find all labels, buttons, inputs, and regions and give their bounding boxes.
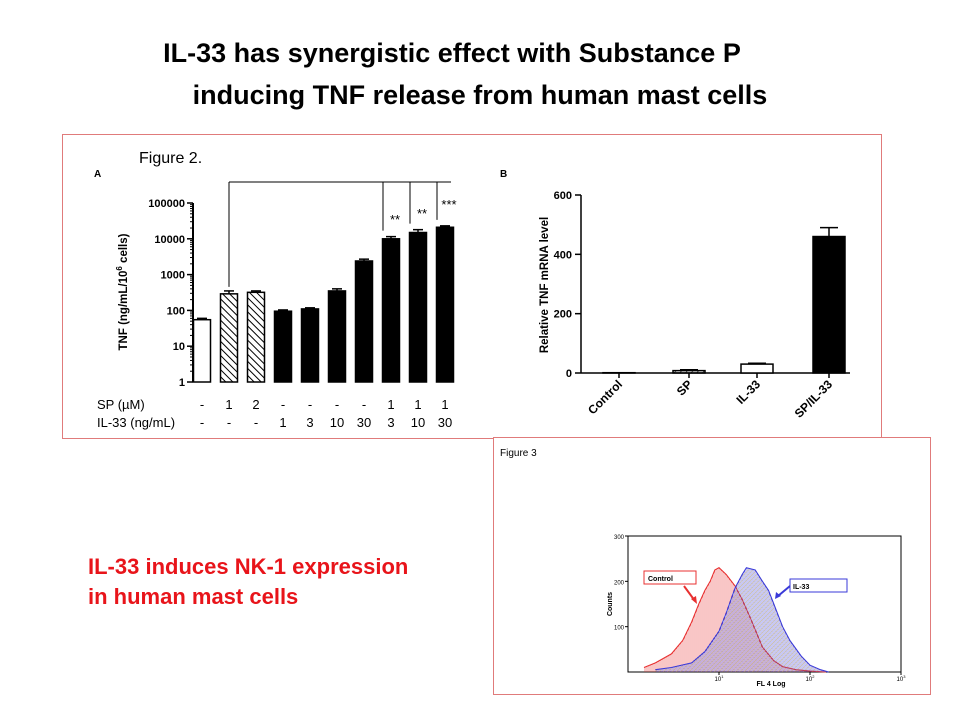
figure-3-panel: Figure 3 100 200 300 101 102 103 FL 4 Log Counts… [493,437,931,695]
panel-a-il33-value: 3 [306,415,313,430]
slide-title-line-1: IL-33 has synergistic effect with Substa… [163,38,741,68]
panel-a-il33-value: 30 [438,415,452,430]
panel-a-il33-value: 1 [279,415,286,430]
panel-a-bar [273,310,293,383]
panel-b-category-label: Control [585,377,625,417]
panel-a-bar [381,238,401,383]
panel-a-il33-value: 10 [411,415,425,430]
figure-2-label: Figure 2. [139,150,202,167]
legend-box-control [643,570,697,585]
panel-a-bar [246,291,266,383]
panel-a-y-tick-label: 100 [167,305,185,317]
panel-a-y-tick-label: 1000 [161,270,185,282]
panel-a-sp-value: - [200,397,204,412]
caption: IL-33 induces NK-1 expression in human m… [88,552,408,612]
panel-a-sp-value: 1 [225,397,232,412]
figure-3-x-tick-exp: 3 [903,674,906,679]
panel-a-bar [435,226,455,383]
panel-a-sp-value: 1 [414,397,421,412]
panel-a-y-tick-label: 10 [173,341,185,353]
legend-arrowhead-il33 [775,592,781,599]
panel-a-bar [408,231,428,383]
panel-b-y-tick-label: 0 [566,368,572,380]
panel-a-row-label-il33: IL-33 (ng/mL) [97,415,175,430]
figure-3-y-axis-label: Counts [607,592,614,616]
panel-a-sp-value: 1 [441,397,448,412]
legend-label-control: Control [648,576,673,583]
panel-b-y-tick-label: 200 [554,309,572,321]
panel-b-bar [672,369,706,374]
panel-a-sp-value: 2 [252,397,259,412]
legend-arrowhead-control [691,596,697,604]
panel-b-category-label: IL-33 [733,377,763,407]
slide-title-line-2: inducing TNF release from human mast cel… [192,80,768,110]
panel-a-il33-value: 30 [357,415,371,430]
panel-a-sp-value: - [281,397,285,412]
significance-marker: *** [441,197,456,212]
figure-3-y-tick-label: 100 [614,626,625,632]
panel-b-bar [740,363,774,374]
figure-3-x-tick-base: 10 [806,677,813,683]
figure-3-y-tick-label: 200 [614,580,625,586]
caption-line-2: in human mast cells [88,584,299,609]
panel-a-sp-value: - [362,397,366,412]
figure-3-x-tick-base: 10 [897,677,904,683]
panel-a-y-tick-label: 1 [179,377,185,389]
panel-a-il33-value: 3 [387,415,394,430]
panel-a-bar [354,260,374,383]
figure-3-x-axis-label: FL 4 Log [756,681,785,688]
panel-a-y-label-main: TNF (ng/mL/10 [118,271,130,351]
panel-a-sp-value: - [335,397,339,412]
panel-a-bar [327,290,347,383]
legend-label-il33: IL-33 [793,584,809,591]
panel-a-bar [219,293,239,383]
panel-a-il33-value: - [254,415,258,430]
panel-b-bar [812,235,846,374]
legend-box-il33 [789,578,848,593]
panel-a-bar [300,308,320,383]
panel-a-y-tick-label: 10000 [154,234,185,246]
significance-marker: ** [417,206,427,221]
panel-a-sp-value: 1 [387,397,394,412]
panel-a-il33-value: - [227,415,231,430]
panel-b-y-tick-label: 400 [554,249,572,261]
figure-3-label: Figure 3 [500,448,537,459]
panel-a-il33-value: 10 [330,415,344,430]
figure-3-y-tick-label: 300 [614,535,625,541]
figure-3-x-tick-label: 101 [715,674,725,683]
figure-3-x-tick-base: 10 [715,677,722,683]
figure-2-panel: Figure 2. A 1 10 100 1000 10000 100000 TNF (ng/m… [62,134,882,439]
panel-b-category-label: SP [674,377,695,398]
panel-a-y-axis-label: TNF (ng/mL/106 cells) [115,233,130,350]
legend-arrow-il33 [777,585,791,597]
panel-a-il33-value: - [200,415,204,430]
panel-a-y-label-sup: 6 [115,266,124,271]
panel-b-y-tick-label: 600 [554,190,572,202]
figure-3-x-tick-label: 102 [806,674,816,683]
panel-a-y-tick-label: 100000 [148,198,185,210]
panel-b-category-label: SP/IL-33 [792,377,836,421]
figure-3-histogram-line [655,567,829,673]
figure-3-overlap-fill [655,567,829,672]
panel-a-y-label-tail: cells) [118,233,130,266]
figure-3-x-tick-exp: 2 [812,674,815,679]
caption-line-1: IL-33 induces NK-1 expression [88,554,409,579]
panel-a-bar [192,318,212,383]
panel-a-label: A [94,169,101,180]
figure-3-x-tick-exp: 1 [721,674,724,679]
significance-marker: ** [390,212,400,227]
figure-3-x-tick-label: 103 [897,674,907,683]
panel-b-label: B [500,169,507,180]
panel-a-row-label-sp: SP (µM) [97,397,145,412]
panel-a-sp-value: - [308,397,312,412]
panel-b-y-axis-label: Relative TNF mRNA level [539,217,551,353]
